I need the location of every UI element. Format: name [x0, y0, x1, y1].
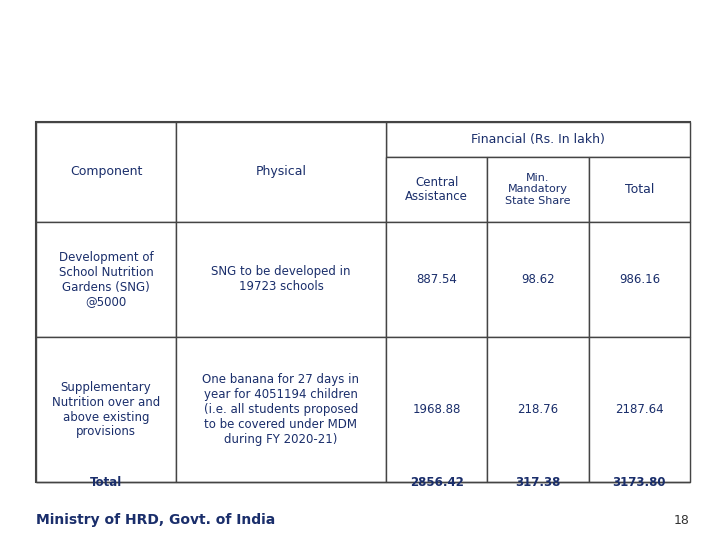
Bar [589, 157, 690, 222]
Bar [589, 337, 690, 482]
Bar [36, 122, 690, 482]
Bar [487, 157, 589, 222]
Bar [487, 222, 589, 337]
Text: 1968.88: 1968.88 [413, 403, 461, 416]
Text: Central
Assistance: Central Assistance [405, 176, 468, 204]
Bar [36, 122, 176, 222]
Bar [386, 122, 690, 157]
Bar [176, 222, 386, 337]
Text: 2187.64: 2187.64 [615, 403, 664, 416]
Text: Total: Total [625, 183, 654, 196]
Text: 986.16: 986.16 [618, 273, 660, 286]
Text: Flexible funds for new interventions: Flexible funds for new interventions [104, 12, 616, 36]
Text: 317.38: 317.38 [516, 476, 561, 489]
Text: SNG to be developed in
19723 schools: SNG to be developed in 19723 schools [211, 266, 351, 294]
Text: Physical: Physical [256, 165, 307, 179]
Text: Ministry of HRD, Govt. of India: Ministry of HRD, Govt. of India [36, 513, 275, 527]
Text: Financial (Rs. In lakh): Financial (Rs. In lakh) [471, 133, 605, 146]
Text: Total: Total [90, 476, 122, 489]
Bar [386, 222, 487, 337]
Text: Supplementary
Nutrition over and
above existing
provisions: Supplementary Nutrition over and above e… [52, 381, 160, 438]
Text: 218.76: 218.76 [518, 403, 559, 416]
Bar [487, 337, 589, 482]
Text: One banana for 27 days in
year for 4051194 children
(i.e. all students proposed
: One banana for 27 days in year for 40511… [202, 373, 359, 446]
Bar [176, 122, 386, 222]
Text: 887.54: 887.54 [416, 273, 457, 286]
Text: Development of
School Nutrition
Gardens (SNG)
@5000: Development of School Nutrition Gardens … [58, 251, 153, 308]
Bar [36, 222, 176, 337]
Text: 2856.42: 2856.42 [410, 476, 464, 489]
Bar [36, 337, 176, 482]
Text: 18: 18 [674, 514, 690, 526]
Bar [589, 222, 690, 337]
Text: 98.62: 98.62 [521, 273, 555, 286]
Bar [386, 157, 487, 222]
Text: Component: Component [70, 165, 142, 179]
Text: Min.
Mandatory
State Share: Min. Mandatory State Share [505, 173, 571, 206]
Bar [176, 337, 386, 482]
Text: 3173.80: 3173.80 [613, 476, 666, 489]
Bar [386, 337, 487, 482]
